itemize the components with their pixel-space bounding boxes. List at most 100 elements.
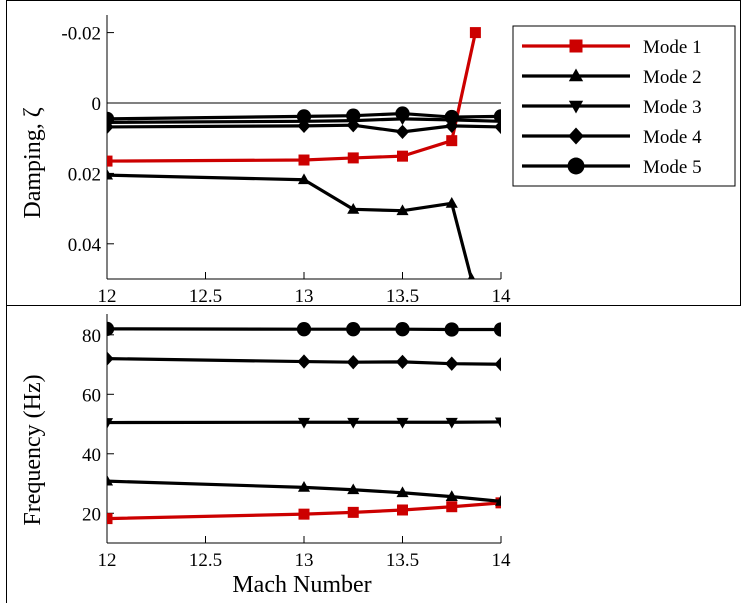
frequency-point-mode-1 [397, 504, 408, 516]
damping-point-mode-1 [107, 155, 113, 167]
damping-point-mode-1 [298, 154, 310, 166]
damping-line-mode-3 [107, 117, 501, 124]
frequency-x-tick-label: 13 [295, 550, 314, 571]
legend-entry-mode-1: Mode 1 [522, 37, 702, 58]
frequency-point-mode-1 [107, 513, 113, 525]
damping-point-mode-2 [347, 202, 360, 214]
frequency-series-group [107, 321, 501, 525]
damping-point-mode-5 [493, 109, 501, 124]
damping-y-tick-label: 0 [92, 94, 102, 115]
damping-x-tick-label: 13 [295, 286, 314, 307]
damping-axes: 12 12.5 13 13.5 14 -0.02 0 0.02 0.04 [61, 15, 511, 307]
damping-x-tick-label: 13.5 [386, 286, 419, 307]
damping-point-mode-2 [297, 173, 311, 185]
frequency-x-tick-label: 13.5 [386, 550, 419, 571]
damping-y-tick-label: -0.02 [61, 24, 101, 45]
frequency-point-mode-1 [347, 506, 359, 518]
frequency-x-tick-label: 12 [98, 550, 117, 571]
damping-point-mode-1 [347, 152, 359, 164]
damping-series-mode-1 [107, 27, 481, 167]
legend-entry-mode-3: Mode 3 [522, 97, 702, 118]
legend-label: Mode 3 [643, 97, 702, 118]
frequency-series-mode-5 [107, 321, 501, 337]
legend: Mode 1 Mode 2 Mode 3 Mode 4 Mode 5 [512, 25, 736, 187]
frequency-x-axis-label: Mach Number [232, 572, 371, 598]
damping-x-tick-label: 12.5 [189, 286, 222, 307]
damping-point-mode-4 [395, 124, 410, 140]
frequency-point-mode-4 [395, 354, 410, 370]
frequency-line-mode-4 [107, 357, 501, 366]
frequency-y-tick-label: 20 [82, 504, 101, 525]
frequency-point-mode-4 [494, 357, 501, 372]
frequency-point-mode-2 [107, 474, 114, 486]
damping-line-mode-2 [107, 173, 473, 279]
legend-label: Mode 1 [643, 37, 702, 58]
frequency-series-mode-3 [107, 417, 501, 429]
legend-label: Mode 5 [643, 157, 702, 178]
damping-x-tick-label: 12 [98, 286, 117, 307]
frequency-x-tick-label: 12.5 [189, 550, 222, 571]
frequency-point-mode-3 [297, 417, 311, 429]
frequency-y-axis-label: Frequency (Hz) [20, 374, 46, 525]
damping-y-axis-label: Damping, ζ [20, 107, 46, 218]
damping-point-mode-1 [446, 135, 458, 147]
frequency-series-mode-4 [107, 351, 501, 372]
damping-point-mode-5 [296, 109, 312, 124]
frequency-line-mode-5 [107, 327, 501, 332]
frequency-axes: 12 12.5 13 13.5 14 20 40 60 80 [82, 314, 511, 571]
frequency-point-mode-4 [445, 356, 459, 371]
damping-point-mode-5 [346, 108, 361, 123]
legend-marker [568, 68, 584, 82]
damping-point-mode-2 [396, 204, 409, 216]
frequency-point-mode-3 [494, 417, 501, 429]
legend-label: Mode 4 [643, 127, 702, 148]
legend-entry-mode-5: Mode 5 [522, 157, 702, 178]
damping-chart: Damping, ζ 12 12.5 13 13.5 14-0.0200.020.04 … [20, 15, 736, 307]
legend-entry-mode-2: Mode 2 [522, 67, 702, 88]
frequency-point-mode-3 [107, 418, 114, 429]
frequency-point-mode-3 [347, 417, 360, 429]
frequency-line-mode-1 [107, 501, 501, 521]
damping-point-mode-5 [107, 111, 115, 126]
damping-point-mode-2 [467, 272, 476, 279]
damping-point-mode-2 [107, 168, 114, 180]
damping-line-mode-1 [107, 32, 477, 163]
frequency-point-mode-5 [296, 322, 312, 337]
damping-point-mode-2 [445, 196, 458, 208]
frequency-point-mode-2 [347, 483, 360, 495]
frequency-point-mode-5 [444, 322, 459, 337]
frequency-y-tick-label: 40 [82, 445, 101, 466]
legend-marker [568, 100, 584, 114]
frequency-point-mode-4 [297, 354, 311, 369]
damping-line-mode-5 [107, 111, 501, 121]
frequency-y-tick-label: 60 [82, 385, 101, 406]
frequency-point-mode-5 [346, 322, 361, 337]
damping-point-mode-5 [444, 109, 459, 125]
frequency-point-mode-5 [107, 321, 115, 337]
damping-point-mode-1 [397, 150, 408, 162]
frequency-point-mode-1 [446, 501, 458, 513]
damping-point-mode-5 [395, 106, 410, 121]
frequency-point-mode-1 [298, 508, 310, 520]
damping-series-mode-2 [107, 168, 476, 279]
frequency-point-mode-5 [493, 322, 501, 337]
frequency-x-tick-label: 14 [492, 550, 512, 571]
frequency-point-mode-2 [297, 481, 311, 492]
damping-series-group [107, 27, 501, 279]
damping-point-mode-1 [469, 27, 481, 39]
legend-marker [567, 157, 585, 175]
damping-x-tick-label: 14 [492, 286, 512, 307]
legend-marker [569, 39, 583, 53]
frequency-point-mode-4 [107, 351, 114, 366]
frequency-point-mode-3 [396, 417, 409, 429]
damping-y-tick-label: 0.02 [68, 164, 101, 185]
frequency-point-mode-3 [445, 417, 458, 429]
frequency-point-mode-5 [395, 322, 410, 337]
legend-entry-mode-4: Mode 4 [522, 127, 702, 148]
frequency-point-mode-4 [346, 355, 360, 370]
legend-marker [568, 127, 584, 145]
frequency-series-mode-1 [107, 497, 501, 525]
frequency-point-mode-2 [396, 486, 409, 498]
damping-series-mode-5 [107, 106, 501, 126]
